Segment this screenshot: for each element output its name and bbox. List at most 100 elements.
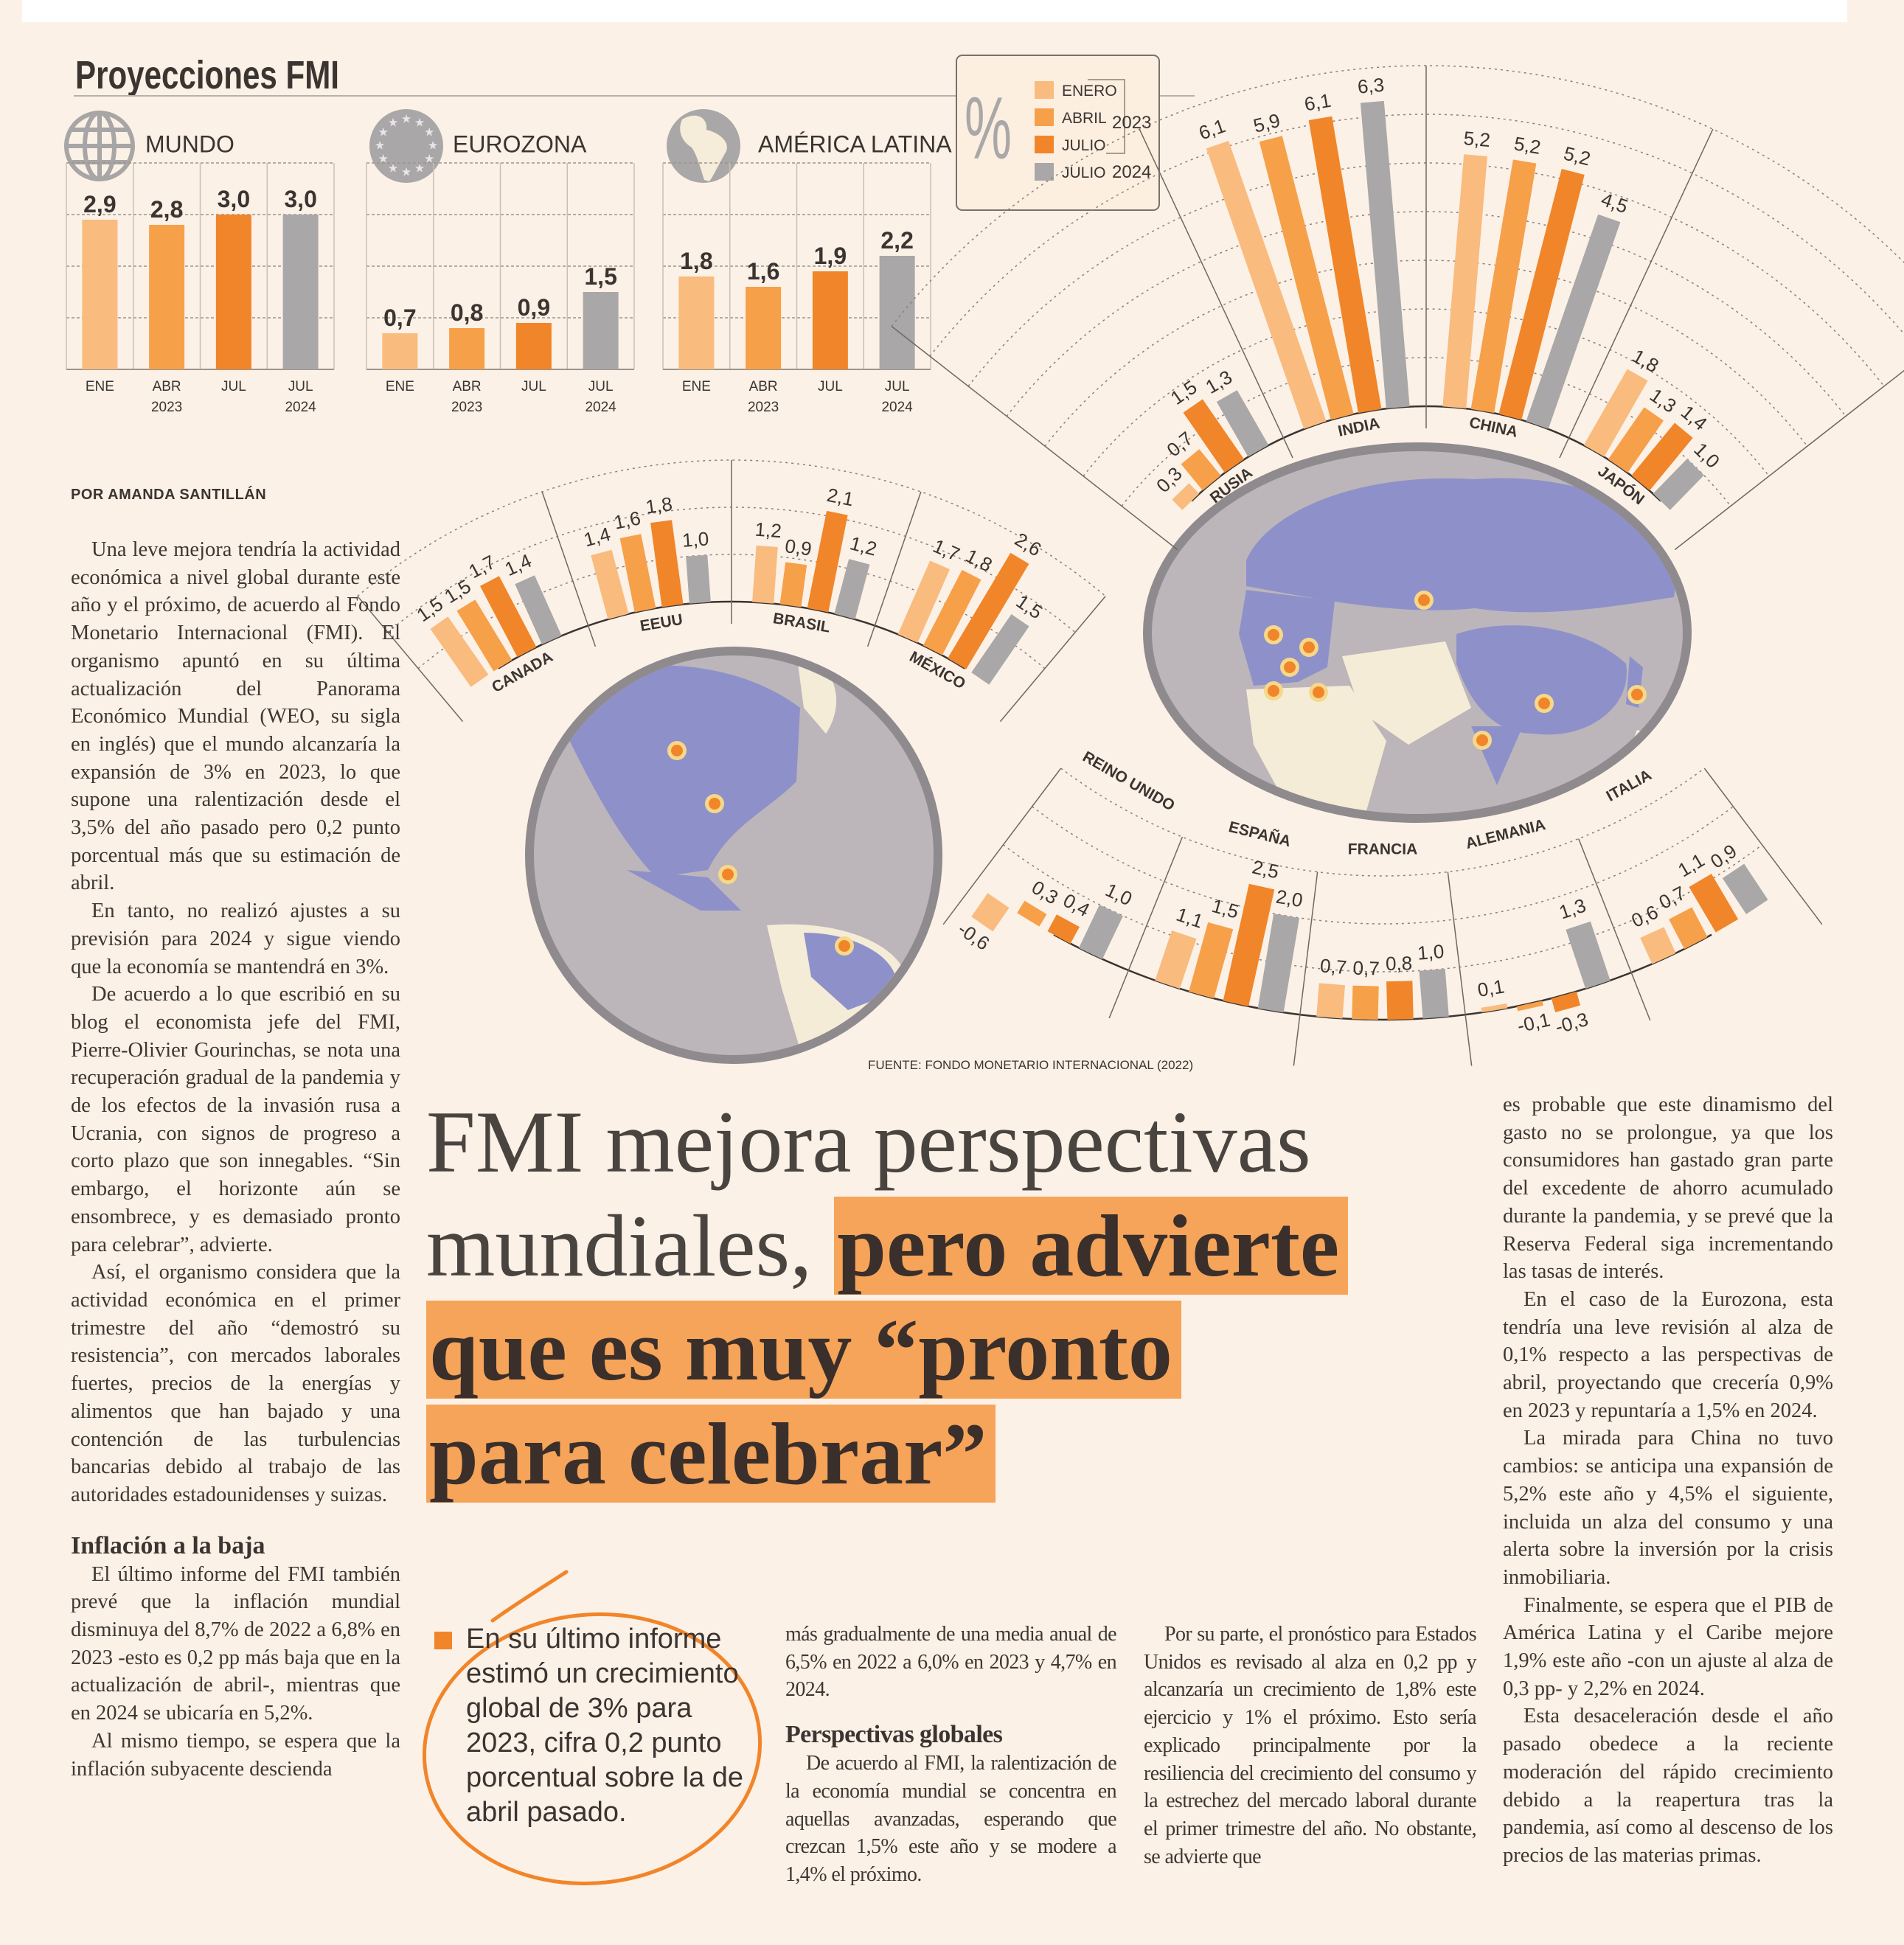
axis-month-label: ENE xyxy=(86,379,114,394)
sector-divider xyxy=(1703,768,1823,925)
bar-value-label: 1,9 xyxy=(814,243,847,269)
bar-américa-latina xyxy=(879,256,915,369)
sector-divider xyxy=(1578,838,1651,1021)
bar-value-label: 2,6 xyxy=(1011,528,1045,560)
bar-value-label: 2,8 xyxy=(150,196,183,223)
bar-brasil xyxy=(752,545,778,604)
bar-rusia xyxy=(1172,483,1200,510)
bar-eeuu xyxy=(591,549,629,619)
bar-value-label: 1,5 xyxy=(1209,894,1241,923)
baseline-arc xyxy=(1053,933,1712,1021)
location-dot-icon xyxy=(1268,685,1279,697)
location-dot-icon xyxy=(1631,689,1643,700)
location-dot-icon xyxy=(838,940,850,952)
subheading-inflacion: Inflación a la baja xyxy=(71,1531,265,1559)
bar-mundo xyxy=(215,215,251,369)
bar-canada xyxy=(456,599,513,672)
latin-america-globe-icon xyxy=(667,109,740,183)
headline-line-1: FMI mejora perspectivas xyxy=(426,1093,1311,1191)
bar-américa-latina xyxy=(678,276,715,369)
sector-divider xyxy=(541,491,597,647)
bar-value-label: 1,7 xyxy=(465,551,499,582)
country-label: REINO UNIDO xyxy=(1080,748,1178,815)
bar-value-label: 0,7 xyxy=(383,305,416,331)
bar-value-label: 6,1 xyxy=(1302,89,1333,116)
bar-rusia xyxy=(1181,449,1221,491)
region-title-mundo: MUNDO xyxy=(145,131,234,157)
sector-divider xyxy=(1293,871,1318,1066)
grid-arc xyxy=(1006,211,1846,417)
bar-china xyxy=(1526,214,1621,429)
star-icon: ★ xyxy=(401,165,411,179)
bar-value-label: 1,3 xyxy=(1202,366,1236,398)
legend-swatch xyxy=(1035,136,1054,153)
legend-swatch xyxy=(1035,108,1054,126)
bar-value-label: 0,7 xyxy=(1655,882,1689,914)
bar-value-label: 2,0 xyxy=(1274,885,1304,912)
region-bar-charts: 2,9 ENE 2,8 ABR 3,0 JUL 3,0 JUL 2023 2024 0,7 ENE 0,… xyxy=(66,162,931,415)
bar-china xyxy=(1442,154,1487,408)
axis-year-label: 2024 xyxy=(285,400,316,415)
location-dot-icon xyxy=(1284,661,1296,673)
article-column-4: Por su parte, el pronóstico para Estados… xyxy=(1144,1621,1477,1871)
bar-value-label: 0,8 xyxy=(451,299,483,326)
paragraph: Esta desaceleración desde el año pasado … xyxy=(1503,1705,1833,1867)
bar-india xyxy=(1259,136,1354,420)
headline-line-2: mundiales, xyxy=(426,1197,835,1295)
legend-year-2023: 2023 xyxy=(1112,113,1151,133)
country-label: INDIA xyxy=(1336,414,1381,439)
bar-japón xyxy=(1608,407,1664,473)
bar-eeuu xyxy=(650,520,684,608)
axis-month-label: ABR xyxy=(453,379,482,394)
paragraph: En el caso de la Eurozona, esta tendría … xyxy=(1503,1287,1833,1422)
location-dot-icon xyxy=(1476,734,1488,746)
axis-month-label: JUL xyxy=(885,379,910,394)
bar-india xyxy=(1308,116,1382,414)
bar-india xyxy=(1206,141,1327,429)
bar-value-label: -0,1 xyxy=(1515,1008,1552,1037)
bar-italia xyxy=(1722,863,1768,914)
star-icon: ★ xyxy=(388,161,398,175)
bar-alemania xyxy=(1566,921,1611,989)
star-icon: ★ xyxy=(428,139,438,153)
bar-value-label: 1,2 xyxy=(848,532,880,560)
bar-méxico xyxy=(971,613,1029,685)
eurasia-map xyxy=(1143,442,1692,823)
bar-italia xyxy=(1640,927,1676,964)
bar-francia xyxy=(1352,985,1379,1020)
infographic-title: Proyecciones FMI xyxy=(75,53,339,97)
bar-eurozona xyxy=(515,323,552,369)
bar-value-label: 1,7 xyxy=(930,535,963,566)
bar-italia xyxy=(1669,907,1708,950)
grid-arc xyxy=(1060,768,1705,877)
sector-divider xyxy=(1559,128,1714,459)
sector-divider xyxy=(1447,871,1473,1066)
bar-alemania xyxy=(1516,1001,1543,1012)
bar-españa xyxy=(1257,914,1300,1013)
bar-value-label: 1,6 xyxy=(612,507,642,534)
globe-grid-icon xyxy=(64,111,135,181)
star-icon: ★ xyxy=(401,112,411,126)
bar-alemania xyxy=(1481,1003,1508,1013)
paragraph: más gradualmente de una media anual de 6… xyxy=(785,1623,1117,1702)
paragraph: Finalmente, se espera que el PIB de Amér… xyxy=(1503,1593,1833,1700)
byline: POR AMANDA SANTILLÁN xyxy=(71,487,267,503)
bar-value-label: 1,5 xyxy=(584,263,616,290)
paragraph: Una leve mejora tendría la actividad eco… xyxy=(71,538,400,895)
grid-arc xyxy=(1002,844,1763,972)
article-column-3: más gradualmente de una media anual de 6… xyxy=(785,1621,1117,1889)
bar-value-label: 1,8 xyxy=(962,544,996,576)
bar-francia xyxy=(1386,981,1414,1020)
bar-italia xyxy=(1689,874,1739,933)
bar-value-label: 6,3 xyxy=(1357,74,1386,98)
grid-arc xyxy=(929,114,1904,357)
star-icon: ★ xyxy=(424,152,434,166)
axis-year-label: 2023 xyxy=(748,400,779,415)
paragraph: De acuerdo a lo que escribió en su blog … xyxy=(71,983,400,1256)
bar-reino-unido xyxy=(1017,900,1047,927)
bar-value-label: 0,4 xyxy=(1060,889,1094,922)
bar-value-label: 0,3 xyxy=(1028,876,1063,908)
bar-américa-latina xyxy=(812,271,848,369)
bar-méxico xyxy=(923,569,981,655)
bar-brasil xyxy=(834,559,870,619)
